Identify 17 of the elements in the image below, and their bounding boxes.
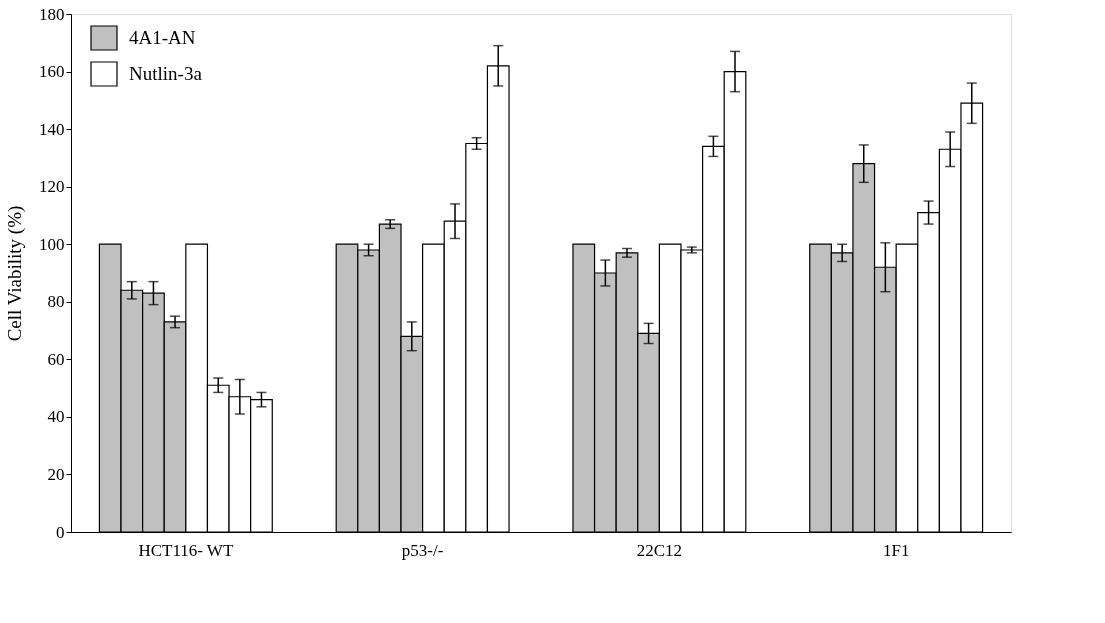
- legend-label: 4A1-AN: [129, 27, 196, 48]
- x-tick-label: 22C12: [636, 540, 683, 560]
- y-tick-label: 60: [47, 349, 65, 369]
- x-tick-label: HCT116- WT: [138, 540, 234, 560]
- x-tick-label: 1F1: [882, 540, 910, 560]
- x-tick-label: p53-/-: [401, 540, 444, 560]
- y-tick-label: 0: [56, 522, 65, 542]
- y-tick-label: 20: [47, 464, 65, 484]
- legend-label: Nutlin-3a: [129, 63, 203, 84]
- y-tick-label: 140: [39, 119, 65, 139]
- y-tick-label: 180: [39, 4, 65, 24]
- y-tick-label: 80: [47, 292, 65, 312]
- y-tick-label: 40: [47, 407, 65, 427]
- y-tick-label: 160: [39, 62, 65, 82]
- y-axis-title: Cell Viability (%): [4, 205, 26, 342]
- y-tick-label: 100: [39, 234, 65, 254]
- y-tick-label: 120: [39, 177, 65, 197]
